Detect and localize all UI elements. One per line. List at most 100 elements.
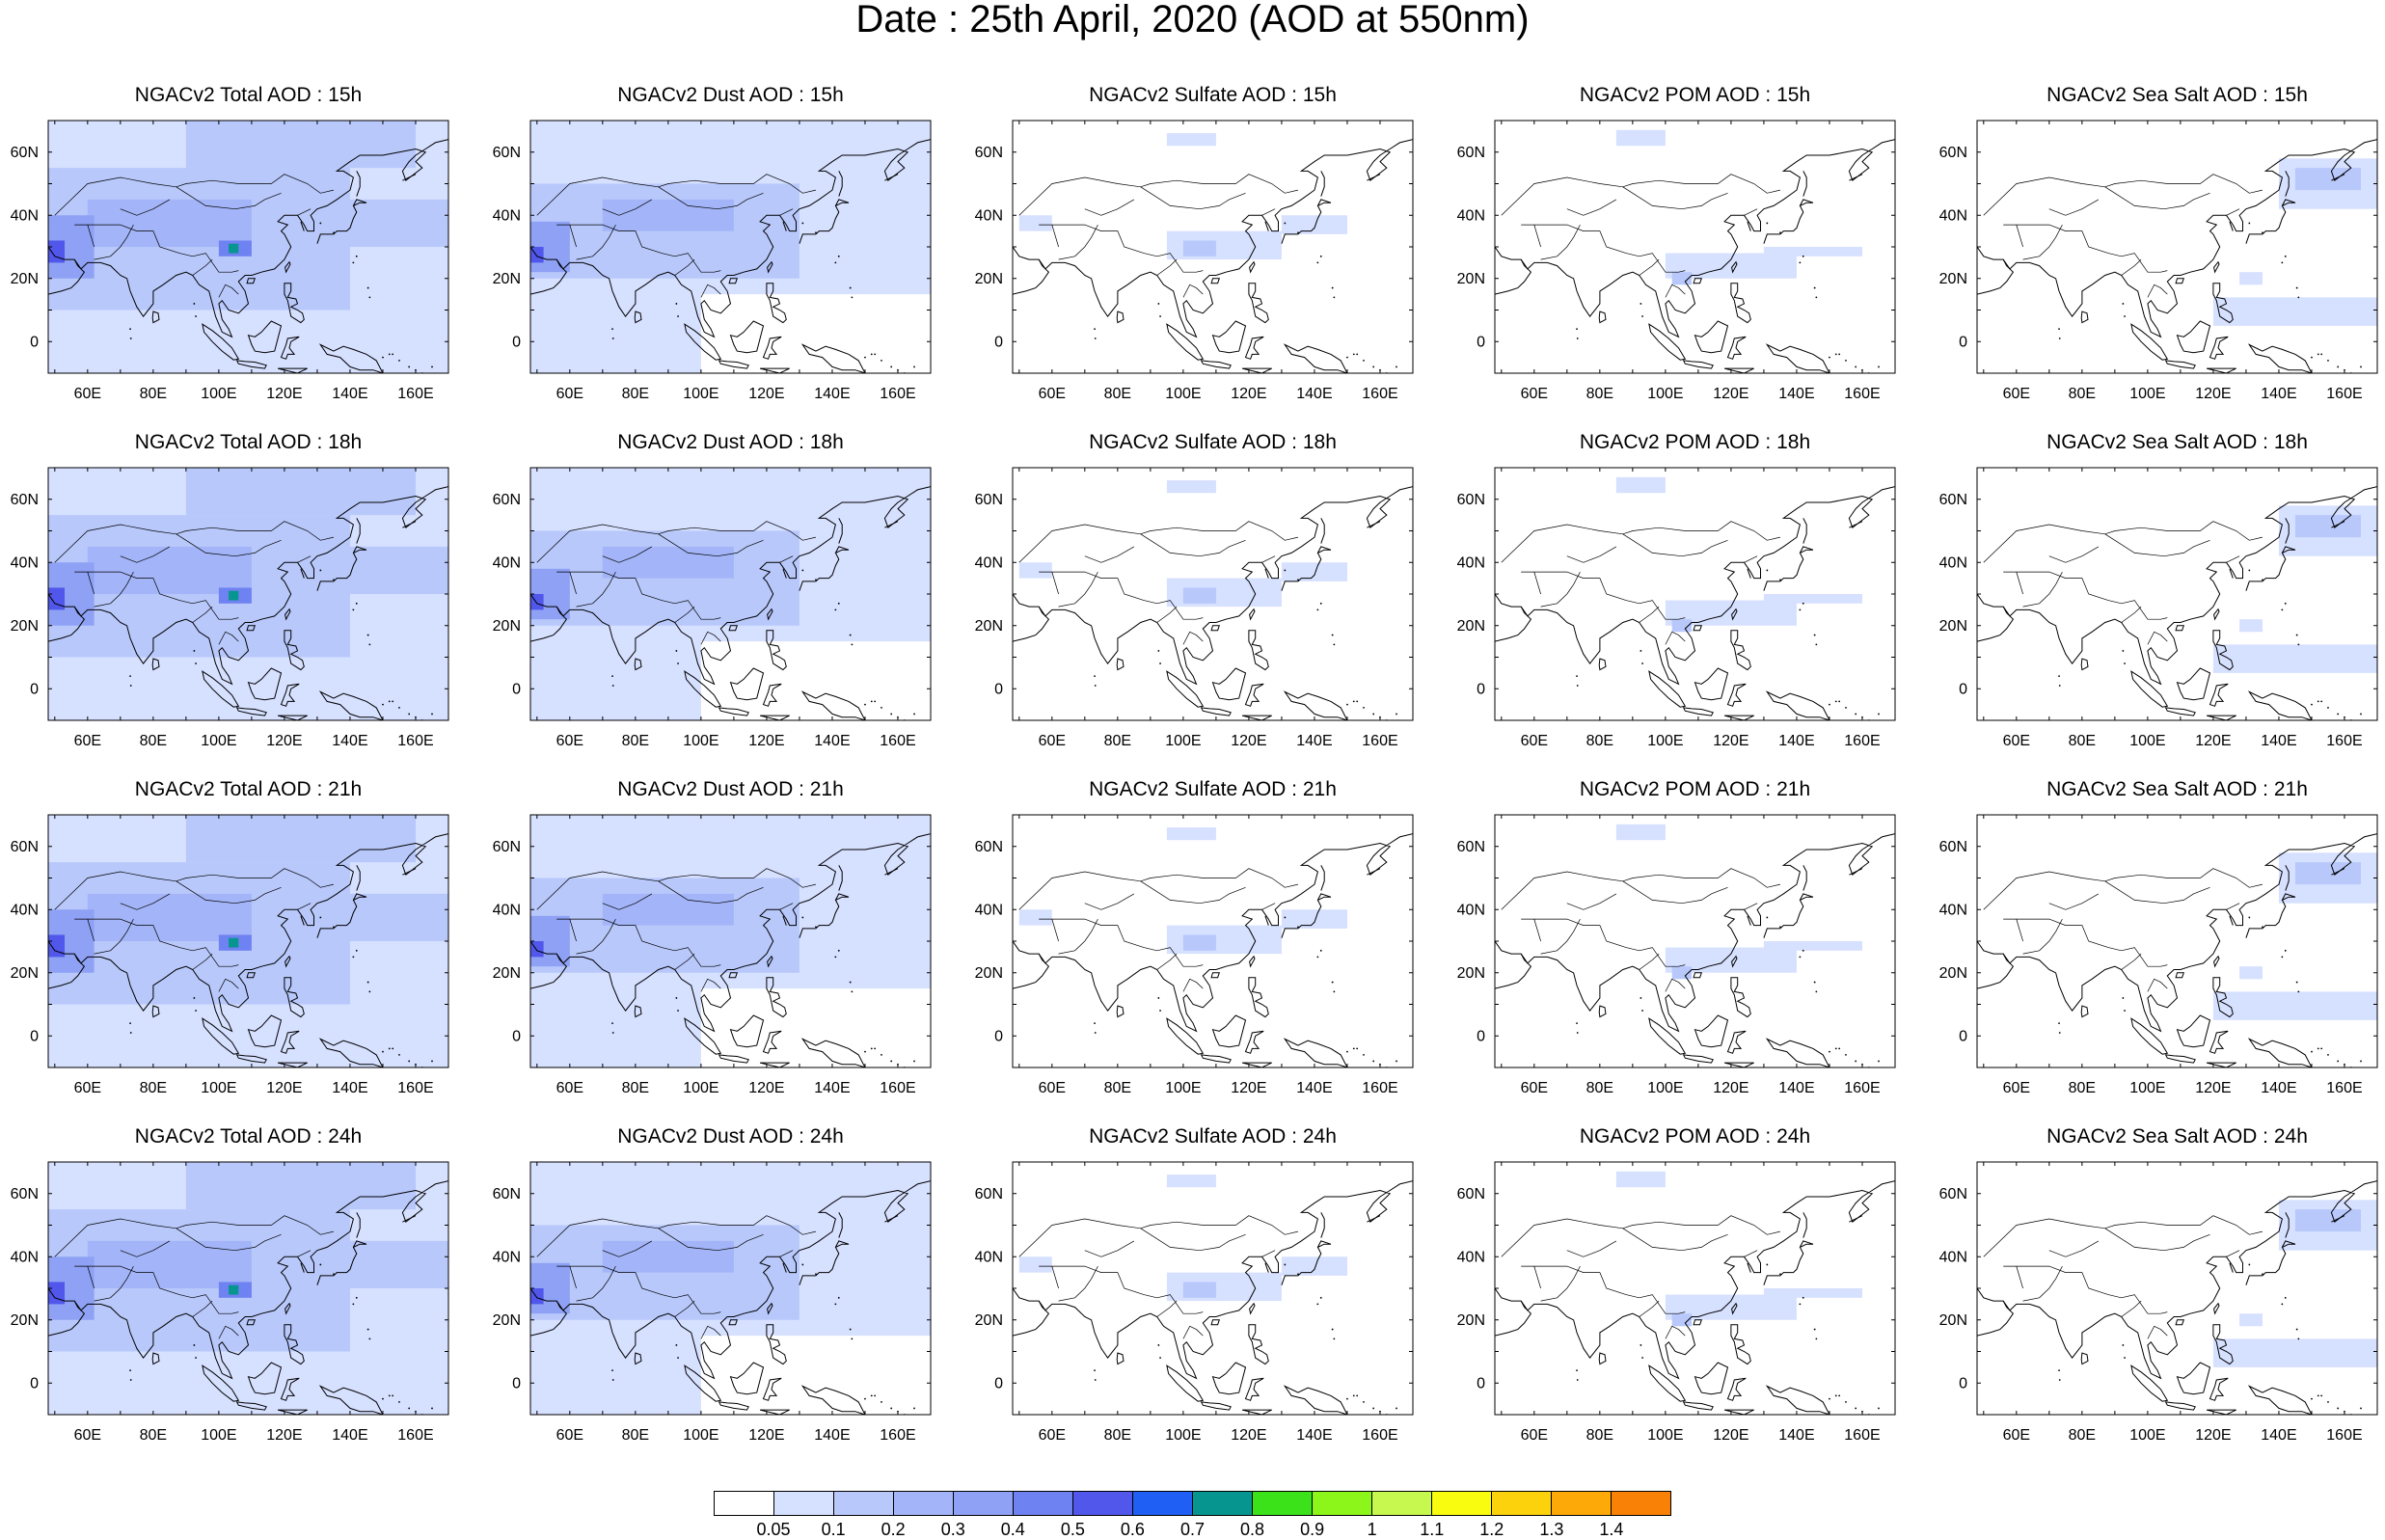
small-island [193, 650, 195, 652]
lat-tick-label: 20N [11, 618, 39, 635]
colorbar-swatch [1132, 1491, 1193, 1516]
country-border [1059, 572, 1098, 607]
lon-tick-label: 160E [880, 733, 915, 749]
small-island [1297, 231, 1299, 233]
panel-title: NGACv2 POM AOD : 24h [1483, 1125, 1908, 1148]
country-border [1745, 904, 1758, 910]
small-island [874, 700, 876, 702]
lon-tick-label: 160E [1362, 386, 1397, 402]
island-outline [802, 345, 865, 374]
small-island [871, 353, 873, 355]
small-island [368, 1338, 370, 1340]
small-island [1838, 353, 1840, 355]
small-island [1577, 1379, 1579, 1381]
small-island [881, 707, 882, 709]
lon-tick-label: 120E [2195, 1427, 2231, 1444]
lat-tick-label: 60N [975, 145, 1003, 161]
small-island [850, 982, 852, 984]
panel-title: NGACv2 POM AOD : 15h [1483, 84, 1908, 107]
lon-tick-label: 120E [748, 1080, 784, 1096]
lon-tick-label: 80E [622, 1080, 649, 1096]
country-border [1623, 1229, 1728, 1251]
lat-tick-label: 20N [11, 271, 39, 287]
country-border [2003, 225, 2167, 272]
small-island [431, 366, 433, 368]
lon-tick-label: 140E [332, 733, 367, 749]
island-outline [1242, 716, 1272, 720]
aod-shade [1282, 909, 1347, 929]
small-island [677, 315, 679, 317]
lat-tick-label: 40N [1939, 554, 1967, 571]
aod-shade [2295, 1209, 2361, 1231]
panel-title: NGACv2 Dust AOD : 18h [519, 431, 943, 454]
island-outline [1684, 1402, 1714, 1410]
country-border [1541, 572, 1581, 607]
island-outline [1731, 631, 1750, 670]
small-island [1333, 297, 1335, 299]
lon-tick-label: 120E [2195, 386, 2231, 402]
country-border [1183, 632, 1203, 644]
island-outline [2176, 626, 2183, 631]
small-island [1157, 650, 1159, 652]
aod-shade [2213, 297, 2377, 325]
small-island [333, 926, 335, 928]
lon-tick-label: 60E [556, 386, 583, 402]
island-outline [2081, 1353, 2088, 1364]
small-island [874, 353, 876, 355]
island-outline [2166, 361, 2196, 368]
lon-tick-label: 60E [556, 1080, 583, 1096]
aod-shade [603, 1241, 734, 1273]
island-outline [731, 321, 764, 353]
island-outline [1724, 716, 1754, 720]
country-border [2003, 919, 2167, 966]
aod-shade [88, 1241, 252, 1288]
small-island [1284, 223, 1286, 225]
small-island [871, 1047, 873, 1049]
small-island [2311, 357, 2313, 359]
small-island [1320, 256, 1322, 257]
lon-tick-label: 60E [1521, 1080, 1548, 1096]
lat-tick-label: 0 [512, 681, 521, 697]
island-outline [2131, 1365, 2167, 1401]
island-outline [719, 708, 749, 716]
lon-tick-label: 100E [2129, 1427, 2165, 1444]
small-island [2311, 1398, 2313, 1400]
country-border [2227, 1251, 2240, 1257]
lat-tick-label: 60N [1457, 492, 1485, 508]
small-island [1353, 353, 1355, 355]
lon-tick-label: 140E [1778, 1080, 1814, 1096]
colorbar-swatch [1192, 1491, 1253, 1516]
country-border [2122, 1301, 2141, 1316]
lat-tick-label: 0 [1959, 1028, 1967, 1044]
lat-tick-label: 40N [1457, 902, 1485, 918]
island-outline [1731, 1325, 1750, 1364]
lon-tick-label: 140E [814, 1427, 850, 1444]
island-outline [1250, 1304, 1255, 1314]
lon-tick-label: 120E [266, 1080, 302, 1096]
small-island [1372, 1408, 1374, 1410]
island-outline [1202, 1402, 1232, 1410]
small-island [1095, 1379, 1097, 1381]
aod-shade [2239, 272, 2263, 284]
lon-tick-label: 100E [2129, 1080, 2165, 1096]
lat-tick-label: 20N [975, 965, 1003, 982]
lat-tick-label: 20N [11, 965, 39, 982]
country-border [1623, 881, 1728, 904]
small-island [392, 1394, 393, 1396]
lat-tick-label: 20N [493, 965, 521, 982]
small-island [1802, 256, 1804, 257]
panel-title: NGACv2 Sea Salt AOD : 24h [1965, 1125, 2385, 1148]
small-island [1159, 315, 1161, 317]
lat-tick-label: 40N [975, 1249, 1003, 1265]
country-border [2227, 556, 2240, 563]
coastline [1977, 954, 2013, 988]
small-island [1396, 366, 1397, 368]
island-outline [764, 1378, 782, 1400]
island-outline [2214, 1304, 2219, 1314]
island-outline [1684, 708, 1714, 716]
lon-tick-label: 100E [201, 1080, 236, 1096]
small-island [1845, 707, 1847, 709]
